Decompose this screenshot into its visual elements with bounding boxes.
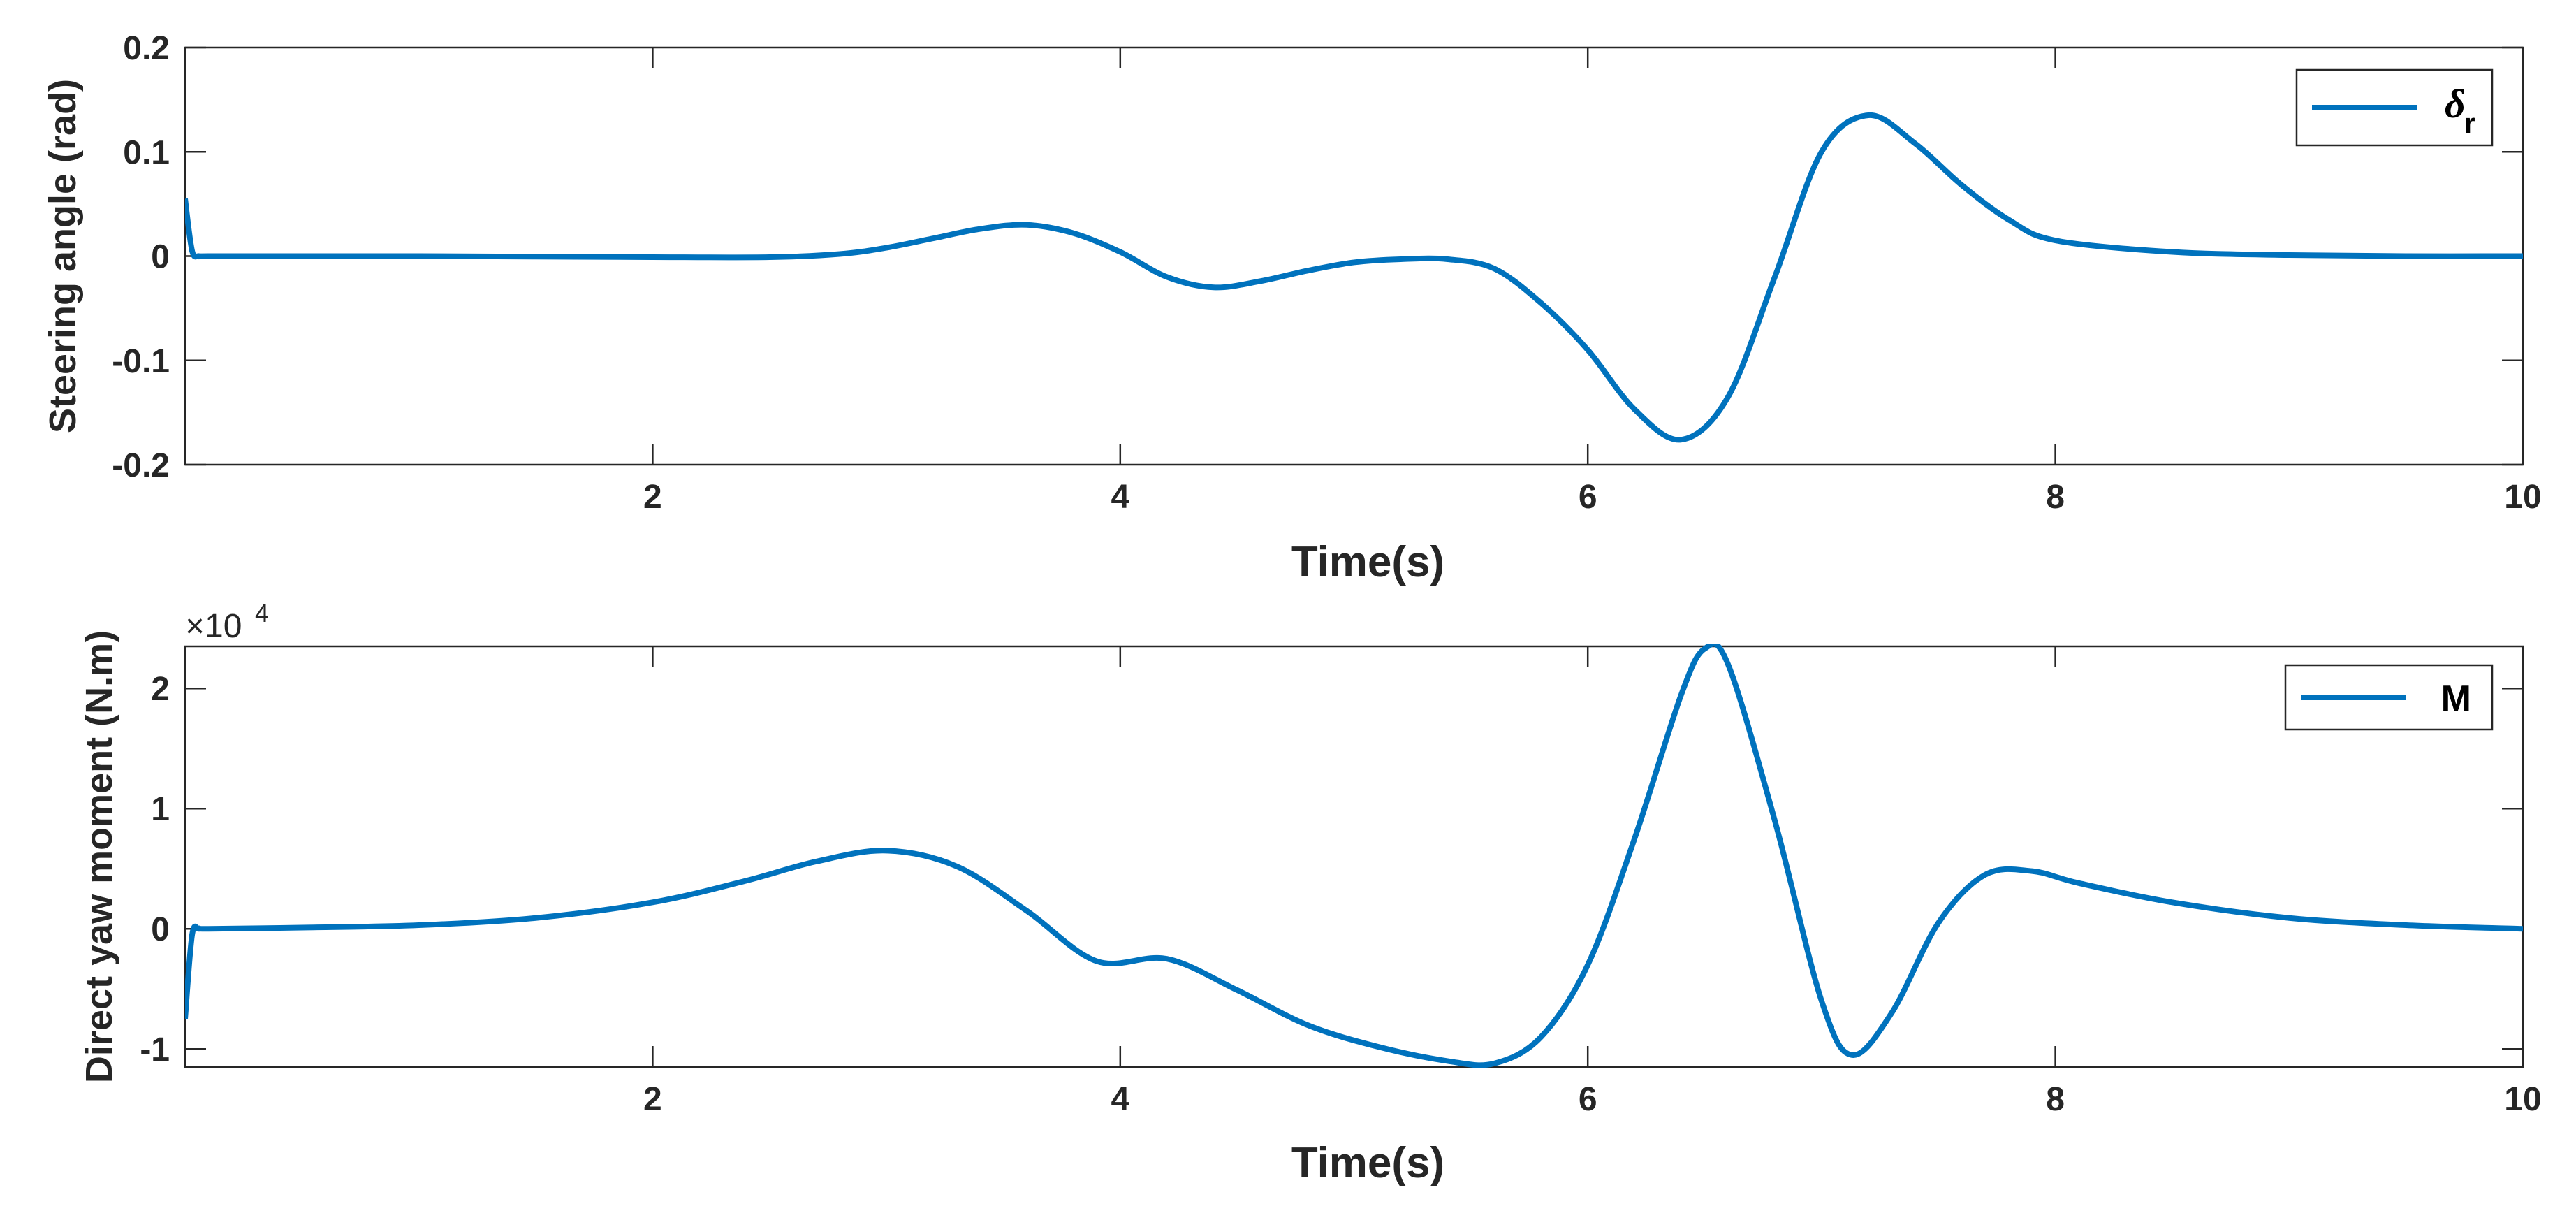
x-tick-label: 8 <box>2046 479 2065 516</box>
y-tick-label: 0 <box>151 239 170 276</box>
y-tick-label: 0 <box>151 911 170 948</box>
y-tick-label: 1 <box>151 791 170 828</box>
yaw-moment-plot: 2 4 6 8 10 -1 0 1 2 Time(s) Direct yaw moment (N.m… <box>78 599 2542 1187</box>
y-tick-label: 0.1 <box>123 134 170 171</box>
x-tick-label: 8 <box>2046 1081 2065 1118</box>
steering-series-line <box>185 112 2523 443</box>
x-axis-label: Time(s) <box>1291 538 1444 586</box>
x-tick-label: 10 <box>2504 1081 2541 1118</box>
y-exponent-label: ×10 <box>185 608 242 645</box>
y-exponent-power: 4 <box>255 599 269 627</box>
legend-label-subscript: r <box>2464 108 2475 139</box>
y-tick-label: -0.2 <box>112 447 170 484</box>
legend-label: M <box>2441 678 2471 719</box>
yaw-series-line <box>185 644 2523 1068</box>
y-tick-label: 2 <box>151 671 170 708</box>
y-tick-label: 0.2 <box>123 30 170 67</box>
axes-box <box>184 645 2524 1068</box>
steering-angle-plot: 2 4 6 8 10 -0.2 -0.1 0 0.1 0.2 Time(s) Steering ang… <box>42 30 2542 586</box>
y-axis-label: Direct yaw moment (N.m) <box>78 630 120 1083</box>
legend-label: δ <box>2445 81 2466 126</box>
x-tick-label: 10 <box>2504 479 2541 516</box>
x-tick-label: 2 <box>643 479 662 516</box>
y-tick-label: -1 <box>140 1031 170 1068</box>
x-tick-label: 6 <box>1579 479 1597 516</box>
x-tick-label: 2 <box>643 1081 662 1118</box>
y-tick-label: -0.1 <box>112 343 170 380</box>
x-axis-label: Time(s) <box>1291 1139 1444 1187</box>
x-tick-label: 4 <box>1111 1081 1129 1118</box>
x-tick-label: 4 <box>1111 479 1129 516</box>
y-axis-label: Steering angle (rad) <box>42 79 84 433</box>
x-tick-label: 6 <box>1579 1081 1597 1118</box>
